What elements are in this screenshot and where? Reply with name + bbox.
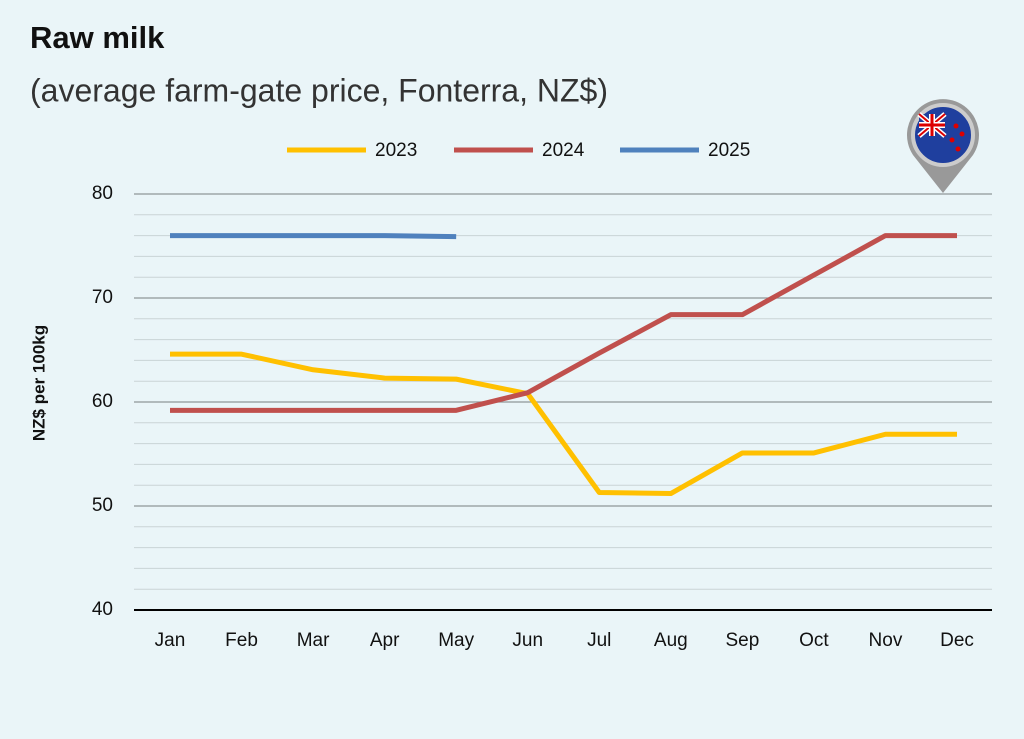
- x-tick-label: Jan: [155, 630, 186, 651]
- x-tick-label: Sep: [725, 630, 759, 651]
- y-tick-label: 40: [92, 599, 113, 620]
- x-tick-label: Dec: [940, 630, 974, 651]
- y-axis-label: NZ$ per 100kg: [29, 325, 48, 441]
- y-tick-label: 70: [92, 287, 113, 308]
- x-tick-label: Feb: [225, 630, 258, 651]
- y-tick-label: 50: [92, 495, 113, 516]
- x-tick-label: May: [438, 630, 474, 651]
- legend-label: 2023: [375, 140, 417, 161]
- x-tick-label: Jun: [512, 630, 543, 651]
- series-line: [170, 233, 457, 240]
- x-tick-label: Mar: [297, 630, 330, 651]
- y-tick-label: 60: [92, 391, 113, 412]
- series-line: [170, 233, 957, 413]
- x-tick-label: Jul: [587, 630, 611, 651]
- chart-title: Raw milk: [30, 20, 165, 55]
- legend-label: 2024: [542, 140, 585, 161]
- x-tick-label: Nov: [869, 630, 903, 651]
- flag-pin: [907, 99, 979, 193]
- series-line: [170, 351, 957, 497]
- y-tick-label: 80: [92, 183, 113, 204]
- x-tick-label: Apr: [370, 630, 400, 651]
- legend-label: 2025: [708, 140, 750, 161]
- x-tick-label: Aug: [654, 630, 688, 651]
- chart-subtitle: (average farm-gate price, Fonterra, NZ$): [30, 72, 608, 108]
- x-tick-label: Oct: [799, 630, 829, 651]
